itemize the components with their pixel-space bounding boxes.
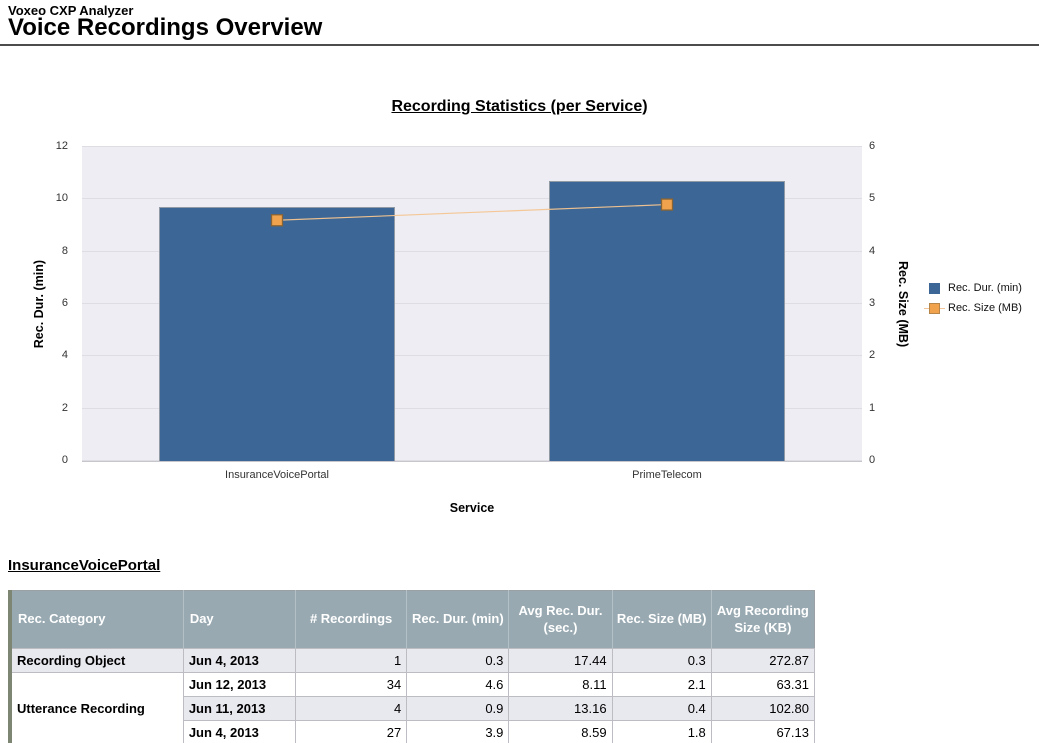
col-header-num-recordings: # Recordings [295, 590, 408, 649]
x-axis-title: Service [449, 501, 495, 515]
gridline [82, 355, 862, 357]
col-header-rec-size: Rec. Size (MB) [612, 590, 712, 649]
cell-category: Utterance Recording [9, 672, 184, 743]
right-axis-ticks: 0 1 2 3 4 5 6 [869, 140, 899, 466]
col-header-avg-rec-dur: Avg Rec. Dur. (sec.) [508, 590, 613, 649]
cell-rec-size: 1.8 [611, 720, 712, 743]
right-tick-6: 6 [869, 140, 876, 152]
right-tick-1: 1 [869, 401, 876, 414]
page-title: Voice Recordings Overview [8, 14, 323, 41]
gridline [82, 303, 862, 304]
left-tick-10: 10 [55, 192, 68, 205]
table-row: Jun 11, 2013 4 0.9 13.16 0.4 102.80 [10, 696, 816, 721]
line-series-swatch-icon [929, 302, 940, 314]
left-tick-6: 6 [61, 297, 68, 309]
col-header-avg-recording-size: Avg Recording Size (KB) [711, 590, 815, 649]
table-row: Jun 4, 2013 27 3.9 8.59 1.8 67.13 [10, 720, 816, 743]
gridline [82, 198, 862, 200]
cell-num-recordings: 34 [295, 672, 408, 697]
right-axis-title: Rec. Size (MB) [894, 147, 912, 461]
col-header-rec-dur: Rec. Dur. (min) [406, 590, 510, 649]
cell-num-recordings: 4 [295, 696, 408, 721]
gridline [82, 146, 862, 147]
cell-avg-rec-dur: 13.16 [508, 696, 613, 721]
line-series-path [276, 203, 668, 221]
cell-avg-recording-size: 63.31 [710, 672, 816, 697]
title-divider [0, 44, 1039, 46]
section-title: InsuranceVoicePortal [8, 557, 161, 574]
plot-area [82, 146, 862, 462]
left-tick-12: 12 [55, 140, 68, 152]
cell-avg-recording-size: 67.13 [710, 720, 816, 743]
gridline [82, 460, 862, 461]
bar-InsuranceVoicePortal [159, 207, 395, 461]
col-header-rec-category: Rec. Category [10, 590, 184, 649]
recordings-table: Rec. Category Day # Recordings Rec. Dur.… [8, 590, 816, 743]
bar-series-swatch-icon [929, 282, 940, 294]
line-marker-InsuranceVoicePortal [270, 214, 284, 227]
legend-label: Rec. Dur. (min) [948, 282, 1022, 294]
line-series-overlay [270, 198, 674, 227]
cell-avg-rec-dur: 17.44 [508, 648, 613, 673]
gridline [82, 250, 862, 252]
right-tick-4: 4 [869, 244, 876, 257]
cell-num-recordings: 1 [295, 648, 408, 673]
bar-PrimeTelecom [549, 181, 785, 461]
right-tick-3: 3 [869, 297, 876, 309]
right-tick-0: 0 [869, 454, 876, 466]
chart-legend: Rec. Dur. (min) Rec. Size (MB) [924, 278, 1022, 318]
cell-avg-rec-dur: 8.11 [508, 672, 613, 697]
cell-day: Jun 11, 2013 [182, 696, 297, 721]
cell-rec-dur: 0.3 [406, 648, 510, 673]
legend-label: Rec. Size (MB) [948, 302, 1022, 314]
col-header-day: Day [183, 590, 297, 649]
chart-title: Recording Statistics (per Service) [391, 98, 648, 115]
left-tick-4: 4 [61, 349, 68, 362]
cell-avg-recording-size: 102.80 [710, 696, 816, 721]
table-header-row: Rec. Category Day # Recordings Rec. Dur.… [10, 590, 815, 649]
legend-item: Rec. Dur. (min) [928, 278, 1022, 298]
legend-item: Rec. Size (MB) [924, 298, 1022, 318]
cell-rec-size: 2.1 [611, 672, 712, 697]
recording-statistics-chart: Recording Statistics (per Service) Rec. … [0, 85, 1039, 535]
x-category-label: InsuranceVoicePortal [225, 469, 329, 481]
legend-swatch [928, 282, 941, 295]
cell-rec-dur: 0.9 [406, 696, 510, 721]
right-tick-5: 5 [869, 192, 876, 205]
x-category-labels: InsuranceVoicePortal PrimeTelecom [82, 469, 862, 485]
cell-day: Jun 4, 2013 [182, 720, 297, 743]
left-tick-8: 8 [61, 244, 68, 257]
cell-rec-size: 0.3 [611, 648, 712, 673]
legend-swatch [924, 302, 945, 315]
line-marker-PrimeTelecom [660, 198, 674, 211]
left-tick-2: 2 [61, 401, 68, 414]
cell-avg-rec-dur: 8.59 [508, 720, 613, 743]
cell-num-recordings: 27 [295, 720, 408, 743]
right-tick-2: 2 [869, 349, 876, 362]
table-row: Recording Object Jun 4, 2013 1 0.3 17.44… [9, 648, 816, 673]
right-axis-title-text: Rec. Size (MB) [896, 260, 910, 348]
cell-avg-recording-size: 272.87 [710, 648, 816, 673]
left-axis-ticks: 0 2 4 6 8 10 12 [44, 140, 74, 466]
cell-category: Recording Object [9, 648, 184, 673]
cell-day: Jun 4, 2013 [182, 648, 297, 673]
cell-rec-dur: 4.6 [406, 672, 510, 697]
gridline [82, 407, 862, 409]
app-title: Voxeo CXP Analyzer [8, 3, 134, 18]
cell-rec-size: 0.4 [611, 696, 712, 721]
cell-day: Jun 12, 2013 [182, 672, 297, 697]
cell-rec-dur: 3.9 [406, 720, 510, 743]
left-tick-0: 0 [61, 454, 68, 466]
table-row: Utterance Recording Jun 12, 2013 34 4.6 … [9, 672, 816, 743]
x-category-label: PrimeTelecom [632, 469, 702, 481]
